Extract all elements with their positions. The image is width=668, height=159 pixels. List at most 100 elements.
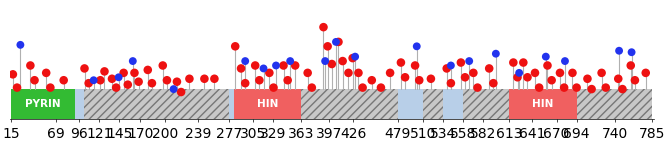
- Bar: [84, 89, 229, 119]
- Point: [318, 26, 329, 28]
- Point: [114, 76, 124, 79]
- Point: [285, 60, 295, 62]
- Point: [41, 72, 51, 74]
- Bar: [75, 89, 84, 119]
- Point: [199, 77, 210, 80]
- Bar: [229, 89, 234, 119]
- Point: [399, 76, 410, 79]
- Text: PYRIN: PYRIN: [25, 99, 61, 109]
- Point: [347, 57, 358, 59]
- Point: [320, 60, 331, 62]
- Point: [168, 88, 179, 90]
- Point: [58, 79, 69, 82]
- Point: [484, 67, 494, 70]
- Point: [254, 79, 265, 82]
- Point: [367, 79, 377, 82]
- Point: [357, 86, 368, 89]
- Point: [567, 72, 578, 74]
- Point: [25, 64, 35, 67]
- Point: [331, 41, 341, 43]
- Point: [307, 86, 317, 89]
- Point: [617, 88, 628, 90]
- Point: [490, 52, 501, 55]
- Point: [162, 79, 172, 82]
- Point: [554, 72, 565, 74]
- Point: [546, 79, 557, 82]
- Text: HIN: HIN: [532, 99, 554, 109]
- Point: [176, 91, 186, 93]
- Point: [375, 86, 386, 89]
- Point: [7, 73, 18, 76]
- Point: [283, 79, 293, 82]
- Point: [337, 60, 348, 62]
- Point: [107, 77, 118, 80]
- Point: [629, 79, 640, 82]
- Point: [353, 72, 364, 74]
- Point: [134, 80, 144, 83]
- Point: [540, 55, 551, 58]
- Point: [512, 76, 523, 79]
- Bar: [424, 89, 444, 119]
- Point: [250, 64, 261, 67]
- Point: [184, 77, 195, 80]
- Point: [146, 82, 157, 84]
- Point: [559, 86, 570, 89]
- Bar: [444, 89, 464, 119]
- Point: [303, 72, 313, 74]
- Point: [240, 60, 250, 62]
- Point: [95, 79, 106, 82]
- Bar: [11, 89, 75, 119]
- Point: [446, 64, 456, 67]
- Point: [350, 55, 361, 58]
- Point: [456, 61, 466, 64]
- Point: [587, 88, 597, 90]
- Point: [99, 70, 110, 73]
- Point: [385, 72, 395, 74]
- Point: [472, 86, 483, 89]
- Point: [259, 67, 269, 70]
- Point: [111, 86, 122, 89]
- Point: [322, 45, 333, 48]
- Point: [333, 41, 344, 43]
- Bar: [509, 89, 576, 119]
- Bar: [234, 89, 301, 119]
- Point: [626, 51, 637, 53]
- Point: [128, 60, 138, 62]
- Point: [290, 64, 301, 67]
- Point: [518, 61, 528, 64]
- Point: [15, 44, 26, 46]
- Point: [240, 82, 250, 84]
- Point: [395, 61, 406, 64]
- Text: HIN: HIN: [257, 99, 279, 109]
- Point: [597, 72, 607, 74]
- Bar: [301, 89, 397, 119]
- Point: [625, 64, 636, 67]
- Point: [442, 67, 452, 70]
- Point: [209, 77, 220, 80]
- Point: [327, 63, 337, 65]
- Point: [530, 72, 540, 74]
- Point: [464, 60, 474, 62]
- Point: [601, 86, 611, 89]
- Point: [542, 64, 553, 67]
- Point: [468, 72, 479, 74]
- Point: [118, 72, 129, 74]
- Point: [88, 79, 99, 82]
- Point: [172, 80, 182, 83]
- Point: [230, 45, 240, 48]
- Bar: [464, 89, 509, 119]
- Point: [45, 86, 55, 89]
- Point: [514, 72, 524, 74]
- Point: [264, 72, 275, 74]
- Point: [411, 45, 422, 48]
- Point: [534, 86, 544, 89]
- Bar: [397, 89, 424, 119]
- Bar: [11, 89, 653, 119]
- Point: [129, 72, 140, 74]
- Point: [142, 69, 153, 71]
- Point: [446, 82, 456, 84]
- Point: [158, 64, 168, 67]
- Point: [122, 83, 133, 86]
- Point: [582, 77, 593, 80]
- Point: [271, 64, 281, 67]
